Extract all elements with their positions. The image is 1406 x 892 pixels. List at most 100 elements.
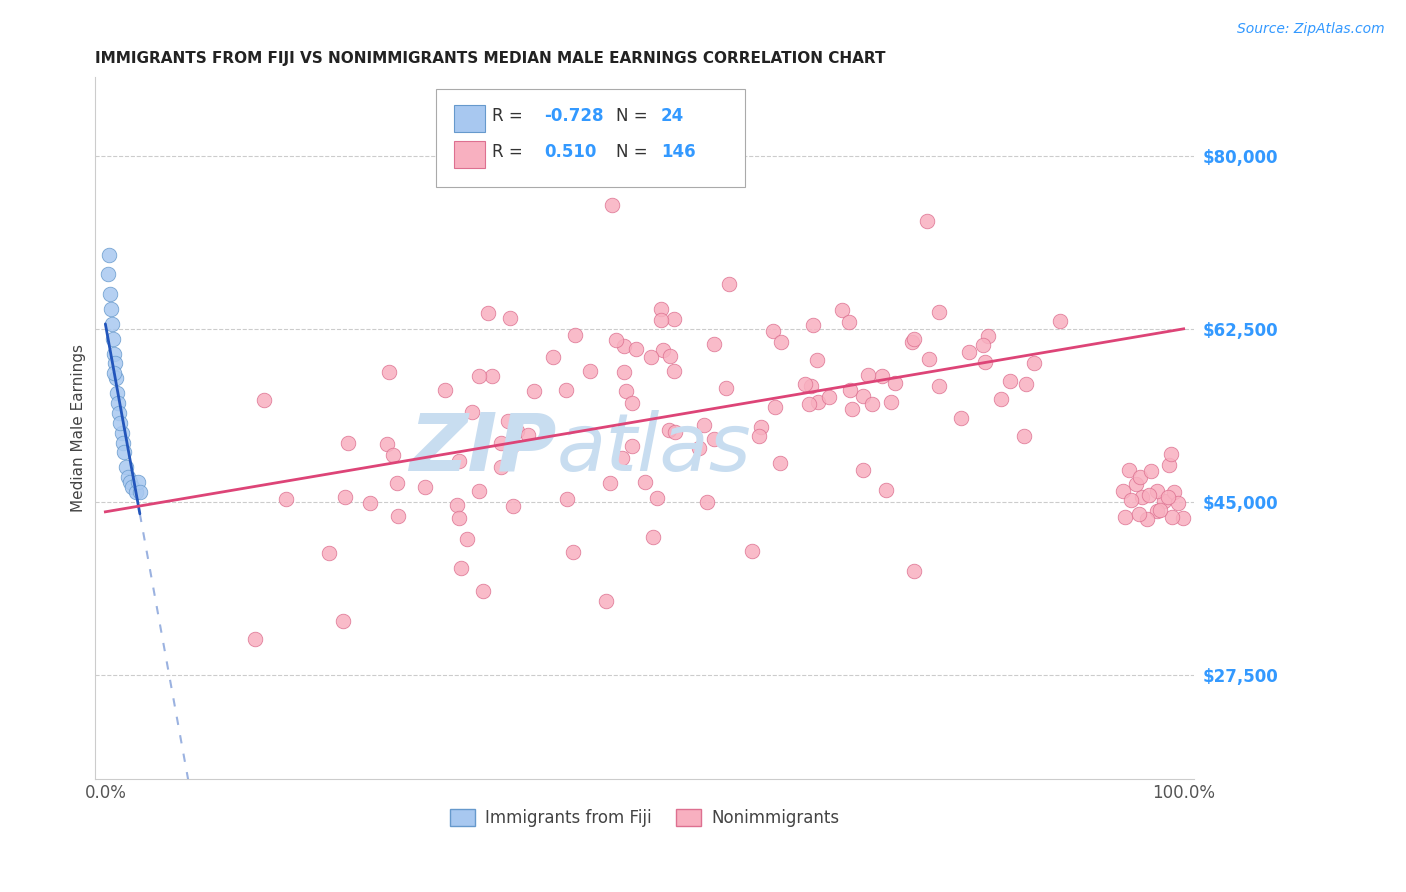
Point	[491, 436, 513, 450]
Point	[461, 405, 484, 419]
Point	[506, 424, 529, 438]
Point	[1153, 494, 1175, 508]
Point	[903, 564, 925, 578]
Point	[104, 356, 127, 370]
Point	[990, 392, 1012, 406]
Point	[447, 510, 470, 524]
Text: 24: 24	[661, 107, 685, 125]
Point	[516, 427, 538, 442]
Point	[664, 425, 686, 440]
Point	[858, 368, 880, 383]
Point	[659, 349, 682, 363]
Point	[489, 460, 512, 475]
Point	[714, 381, 737, 395]
Point	[1139, 464, 1161, 478]
Text: IMMIGRANTS FROM FIJI VS NONIMMIGRANTS MEDIAN MALE EARNINGS CORRELATION CHART: IMMIGRANTS FROM FIJI VS NONIMMIGRANTS ME…	[94, 51, 884, 66]
Point	[610, 450, 633, 465]
Point	[1118, 463, 1140, 477]
Point	[101, 317, 124, 331]
Point	[662, 364, 685, 378]
Point	[1146, 483, 1168, 498]
Point	[614, 384, 637, 398]
Point	[1024, 356, 1046, 370]
Point	[523, 384, 546, 398]
Point	[449, 454, 471, 468]
Point	[471, 584, 494, 599]
Point	[1157, 458, 1180, 472]
Point	[703, 432, 725, 446]
Point	[318, 546, 340, 560]
Point	[973, 354, 995, 368]
Point	[96, 268, 118, 282]
Point	[652, 343, 675, 357]
Text: R =: R =	[492, 107, 529, 125]
Point	[579, 364, 602, 378]
Text: -0.728: -0.728	[544, 107, 603, 125]
Point	[110, 416, 132, 430]
Point	[613, 365, 636, 379]
Point	[117, 470, 139, 484]
Point	[1129, 470, 1152, 484]
Point	[1173, 511, 1195, 525]
Point	[645, 491, 668, 505]
Point	[359, 496, 381, 510]
Point	[1000, 374, 1022, 388]
Point	[870, 368, 893, 383]
Point	[620, 396, 643, 410]
Point	[806, 352, 828, 367]
Text: atlas: atlas	[557, 409, 751, 488]
Point	[650, 313, 672, 327]
Point	[800, 379, 823, 393]
Point	[1149, 503, 1171, 517]
Point	[112, 445, 135, 459]
Text: N =: N =	[616, 107, 652, 125]
Point	[253, 393, 276, 408]
Text: Source: ZipAtlas.com: Source: ZipAtlas.com	[1237, 22, 1385, 37]
Point	[332, 614, 354, 628]
Point	[1012, 429, 1035, 443]
Point	[100, 301, 122, 316]
Point	[880, 395, 903, 409]
Point	[769, 456, 792, 470]
Point	[957, 344, 980, 359]
Point	[1114, 510, 1136, 524]
Point	[852, 463, 875, 477]
Point	[928, 304, 950, 318]
Point	[838, 315, 860, 329]
Point	[692, 417, 714, 432]
Point	[456, 533, 478, 547]
Point	[433, 383, 456, 397]
Point	[770, 334, 793, 349]
Point	[650, 301, 672, 316]
Point	[564, 328, 586, 343]
Point	[862, 397, 884, 411]
Point	[274, 491, 297, 506]
Point	[499, 310, 522, 325]
Point	[640, 350, 662, 364]
Point	[688, 441, 710, 455]
Point	[385, 476, 408, 491]
Point	[105, 371, 128, 385]
Point	[928, 378, 950, 392]
Point	[97, 247, 120, 261]
Point	[1136, 512, 1159, 526]
Point	[477, 306, 499, 320]
Point	[387, 509, 409, 524]
Point	[658, 423, 681, 437]
Point	[613, 339, 636, 353]
Point	[450, 560, 472, 574]
Point	[333, 490, 356, 504]
Point	[900, 335, 922, 350]
Point	[917, 214, 939, 228]
Point	[794, 377, 817, 392]
Point	[501, 439, 523, 453]
Point	[762, 324, 785, 338]
Point	[763, 400, 786, 414]
Point	[378, 365, 401, 379]
Point	[1049, 313, 1071, 327]
Point	[110, 425, 132, 440]
Point	[413, 480, 436, 494]
Point	[1160, 447, 1182, 461]
Point	[972, 338, 994, 352]
Point	[797, 397, 820, 411]
